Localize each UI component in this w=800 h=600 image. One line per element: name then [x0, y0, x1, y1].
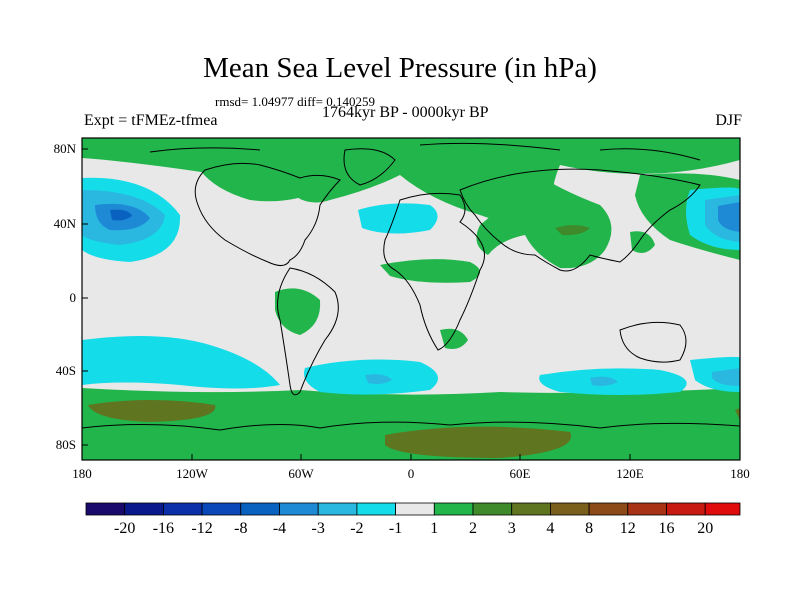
colorbar-swatch-3	[201, 502, 242, 516]
colorbar-label: 16	[658, 520, 675, 537]
period-label: 1764kyr BP - 0000kyr BP	[322, 104, 489, 121]
field-southernafrica-positive	[440, 328, 468, 349]
coast-antarctica	[82, 421, 740, 431]
lon-label: 60W	[288, 466, 314, 481]
lat-label: 80N	[53, 141, 76, 156]
colorbar-label: 3	[507, 520, 516, 537]
lon-label: 180	[730, 466, 750, 481]
field-mediterranean-negative	[358, 203, 438, 234]
colorbar-swatch-14	[627, 502, 667, 516]
colorbar-label: 4	[546, 520, 555, 537]
colorbar-label: 20	[697, 520, 714, 537]
map-title: Mean Sea Level Pressure (in hPa)	[203, 52, 597, 84]
field-southatlantic-core	[365, 374, 392, 384]
field-southern-core-far-east	[735, 408, 740, 420]
colorbar-swatch-4	[240, 502, 280, 516]
field-southamerica-positive	[275, 288, 321, 335]
colorbar-swatch-9	[433, 502, 474, 516]
lon-label: 180	[72, 466, 92, 481]
colorbar-swatch-6	[317, 502, 358, 516]
field-southindian-core	[590, 376, 618, 386]
colorbar-label: -4	[272, 520, 287, 537]
lon-label: 0	[407, 466, 415, 481]
colorbar-swatch-7	[356, 502, 396, 516]
coast-south-america	[277, 267, 339, 396]
lon-label: 120E	[616, 466, 644, 481]
colorbar-label: -20	[114, 520, 136, 537]
colorbar-label: -16	[152, 520, 175, 537]
field-southern-core-east	[385, 426, 572, 458]
colorbar-swatch-2	[162, 502, 203, 516]
field-atlantic-positive	[180, 145, 323, 202]
coast-europe-africa	[383, 192, 485, 351]
colorbar-label: 2	[469, 520, 477, 537]
field-southpacific-negative	[82, 336, 280, 389]
colorbar	[85, 502, 741, 516]
field-southern-band	[82, 388, 740, 460]
colorbar-label: -2	[350, 520, 364, 537]
axis-ticks	[81, 148, 741, 460]
colorbar-swatch-8	[395, 502, 435, 516]
coast-eurasia	[459, 168, 701, 272]
map-panel	[82, 138, 740, 460]
experiment-label: Expt = tFMEz-tfmea	[84, 112, 218, 129]
field-asia-core	[555, 225, 590, 236]
season-label: DJF	[715, 112, 742, 129]
lat-label: 40N	[53, 216, 76, 231]
coastlines	[82, 142, 740, 431]
field-asia-positive	[476, 170, 612, 269]
field-africa-positive	[380, 259, 480, 283]
lon-label: 60E	[509, 466, 531, 481]
lat-label: 80S	[55, 437, 76, 452]
colorbar-swatch-11	[511, 502, 551, 516]
colorbar-label: 8	[585, 520, 594, 537]
colorbar-swatch-15	[666, 502, 706, 516]
colorbar-swatch-10	[472, 502, 513, 516]
colorbar-label: -1	[388, 520, 403, 537]
coast-arctic-islands	[149, 142, 701, 161]
lat-label: 40S	[55, 363, 76, 378]
field-southern-core-west	[88, 400, 216, 422]
field-india-positive	[630, 231, 655, 254]
colorbar-label: -3	[311, 520, 325, 537]
field-epacific-negative-core	[718, 202, 740, 232]
field-npacific-negative-inner	[110, 209, 132, 221]
field-australia-core	[712, 368, 740, 386]
colorbar-swatch-16	[704, 502, 741, 516]
lon-label: 120W	[176, 466, 208, 481]
colorbar-label: 12	[619, 520, 636, 537]
colorbar-swatch-13	[588, 502, 629, 516]
lat-label: 0	[69, 290, 77, 305]
colorbar-label: -12	[191, 520, 213, 537]
colorbar-label: -8	[234, 520, 248, 537]
stats-text: rmsd= 1.04977 diff= 0.140259	[215, 94, 375, 109]
colorbar-label: 1	[430, 520, 439, 537]
colorbar-swatch-5	[279, 502, 319, 516]
colorbar-swatch-12	[550, 502, 590, 516]
coast-australia	[619, 321, 687, 363]
colorbar-swatch-1	[124, 502, 164, 516]
colorbar-swatch-0	[85, 502, 126, 516]
coast-greenland	[343, 148, 396, 186]
coast-north-america	[194, 162, 341, 266]
